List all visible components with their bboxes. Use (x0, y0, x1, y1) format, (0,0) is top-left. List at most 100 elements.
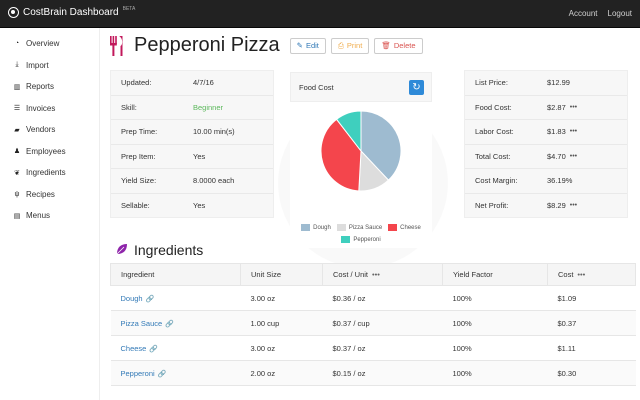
more-options-icon[interactable]: ••• (569, 103, 578, 111)
cost-unit-cell: $0.37 / oz (322, 335, 443, 361)
column-label: Cost (558, 270, 574, 279)
legend-label: Cheese (400, 224, 421, 231)
detail-row: Sellable: Yes (111, 194, 273, 219)
more-options-icon[interactable]: ••• (569, 128, 578, 136)
link-icon[interactable]: 🔗 (145, 295, 155, 303)
ingredient-link[interactable]: Pepperoni (120, 368, 155, 378)
link-icon[interactable]: 🔗 (149, 345, 159, 353)
legend-item[interactable]: Dough (301, 224, 331, 231)
unit-size-cell: 3.00 oz (240, 285, 323, 311)
leaf-icon (116, 243, 128, 258)
legend-item[interactable]: Pepperoni (341, 236, 381, 243)
bar-chart-icon: ▥ (13, 83, 21, 91)
refresh-icon: ↻ (412, 82, 421, 93)
legend-swatch (341, 236, 351, 243)
cost-label: Cost Margin: (475, 176, 518, 186)
cost-unit-cell: $0.36 / oz (322, 285, 443, 311)
pie-slice-pepperoni[interactable] (335, 110, 362, 153)
yield-cell: 100% (442, 335, 548, 361)
sidebar-item-overview[interactable]: ◔ Overview (0, 33, 99, 55)
column-header[interactable]: Ingredient (110, 263, 241, 286)
column-header[interactable]: Yield Factor (442, 263, 548, 286)
cost-value: $4.70 (547, 151, 566, 161)
sidebar-item-label: Employees (26, 146, 66, 156)
sidebar-item-invoices[interactable]: ☰ Invoices (0, 98, 99, 120)
column-header[interactable]: Cost / Unit ••• (322, 263, 443, 286)
edit-button[interactable]: ✎ Edit (289, 37, 326, 54)
column-header[interactable]: Cost ••• (547, 263, 636, 286)
ingredient-cell: Cheese 🔗 (110, 335, 241, 361)
cost-label: List Price: (475, 78, 508, 88)
table-row: Pepperoni 🔗 2.00 oz $0.15 / oz 100% $0.30 (110, 360, 636, 386)
cost-cell: $0.30 (547, 360, 636, 386)
legend-label: Dough (313, 224, 331, 231)
sidebar-item-label: Menus (26, 211, 51, 221)
legend-item[interactable]: Pizza Sauce (336, 224, 382, 231)
cost-cell: $0.37 (547, 310, 636, 336)
cost-unit-cell: $0.15 / oz (322, 360, 443, 386)
logout-link[interactable]: Logout (607, 9, 632, 18)
column-label: Unit Size (251, 270, 282, 279)
more-options-icon[interactable]: ••• (569, 202, 578, 210)
pie-slice-cheese[interactable] (320, 118, 362, 192)
food-cost-title: Food Cost (299, 82, 334, 92)
sidebar-item-vendors[interactable]: ▰ Vendors (0, 119, 99, 141)
cost-label: Food Cost: (475, 102, 512, 112)
ingredient-link[interactable]: Cheese (120, 343, 147, 353)
brand[interactable]: CostBrain Dashboard BETA (8, 6, 135, 18)
book-icon: ▤ (13, 212, 21, 220)
sidebar-item-reports[interactable]: ▥ Reports (0, 76, 99, 98)
cost-row: List Price: $12.99 (465, 71, 627, 96)
cost-unit-cell: $0.37 / cup (322, 310, 443, 336)
detail-row: Prep Time: 10.00 min(s) (111, 120, 273, 145)
detail-value: 10.00 min(s) (193, 127, 235, 137)
cost-row: Total Cost: $4.70 ••• (465, 145, 627, 169)
cost-label: Total Cost: (475, 151, 511, 161)
detail-label: Updated: (121, 78, 152, 88)
sidebar-item-menus[interactable]: ▤ Menus (0, 205, 99, 227)
dashboard-icon: ◔ (14, 40, 20, 48)
pie-slice-dough[interactable] (360, 110, 402, 181)
ingredients-title: Ingredients (134, 242, 204, 258)
ingredient-link[interactable]: Dough (120, 293, 143, 303)
brand-title: CostBrain Dashboard (23, 7, 119, 18)
detail-value: 4/7/16 (193, 78, 214, 88)
account-link[interactable]: Account (568, 9, 598, 18)
pie-legend: Dough Pizza Sauce Cheese Pepperoni (281, 224, 441, 248)
detail-row: Prep Item: Yes (111, 145, 273, 169)
ingredients-table: Ingredient Unit Size Cost / Unit ••• Yiel… (110, 263, 636, 386)
detail-row: Yield Size: 8.0000 each (111, 169, 273, 194)
link-icon[interactable]: 🔗 (157, 370, 167, 378)
column-header[interactable]: Unit Size (240, 263, 323, 286)
more-options-icon[interactable]: ••• (372, 270, 380, 279)
cost-value: $12.99 (547, 78, 570, 88)
print-label: Print (346, 41, 363, 50)
more-options-icon[interactable]: ••• (577, 270, 586, 279)
table-row: Pizza Sauce 🔗 1.00 cup $0.37 / cup 100% $… (110, 310, 636, 336)
ingredient-link[interactable]: Pizza Sauce (120, 318, 163, 328)
sidebar-item-label: Import (26, 60, 49, 70)
page-title: Pepperoni Pizza (134, 34, 280, 56)
legend-swatch (388, 224, 398, 231)
cost-label: Net Profit: (475, 201, 509, 211)
sidebar-item-employees[interactable]: ♟ Employees (0, 141, 99, 163)
sidebar-item-ingredients[interactable]: ❦ Ingredients (0, 162, 99, 184)
person-icon: ♟ (13, 148, 21, 156)
table-row: Dough 🔗 3.00 oz $0.36 / oz 100% $1.09 (110, 285, 636, 311)
sidebar-item-import[interactable]: ⤓ Import (0, 55, 99, 77)
recipe-details-panel: Updated: 4/7/16 Skill: Beginner Prep Tim… (110, 70, 274, 218)
delete-button[interactable]: 🗑 Delete (374, 37, 423, 54)
top-navbar: CostBrain Dashboard BETA Account Logout (0, 0, 640, 28)
column-label: Ingredient (121, 270, 155, 279)
legend-item[interactable]: Cheese (388, 224, 421, 231)
leaf-icon: ❦ (14, 169, 20, 177)
ingredient-cell: Pizza Sauce 🔗 (110, 310, 241, 336)
brain-logo-icon (8, 7, 19, 18)
refresh-button[interactable]: ↻ (409, 80, 424, 95)
sidebar-item-recipes[interactable]: ψ Recipes (0, 184, 99, 206)
link-icon[interactable]: 🔗 (165, 320, 174, 328)
more-options-icon[interactable]: ••• (569, 152, 578, 160)
print-button[interactable]: ⎙ Print (330, 37, 370, 54)
yield-cell: 100% (442, 310, 548, 336)
ingredient-cell: Pepperoni 🔗 (110, 360, 241, 386)
